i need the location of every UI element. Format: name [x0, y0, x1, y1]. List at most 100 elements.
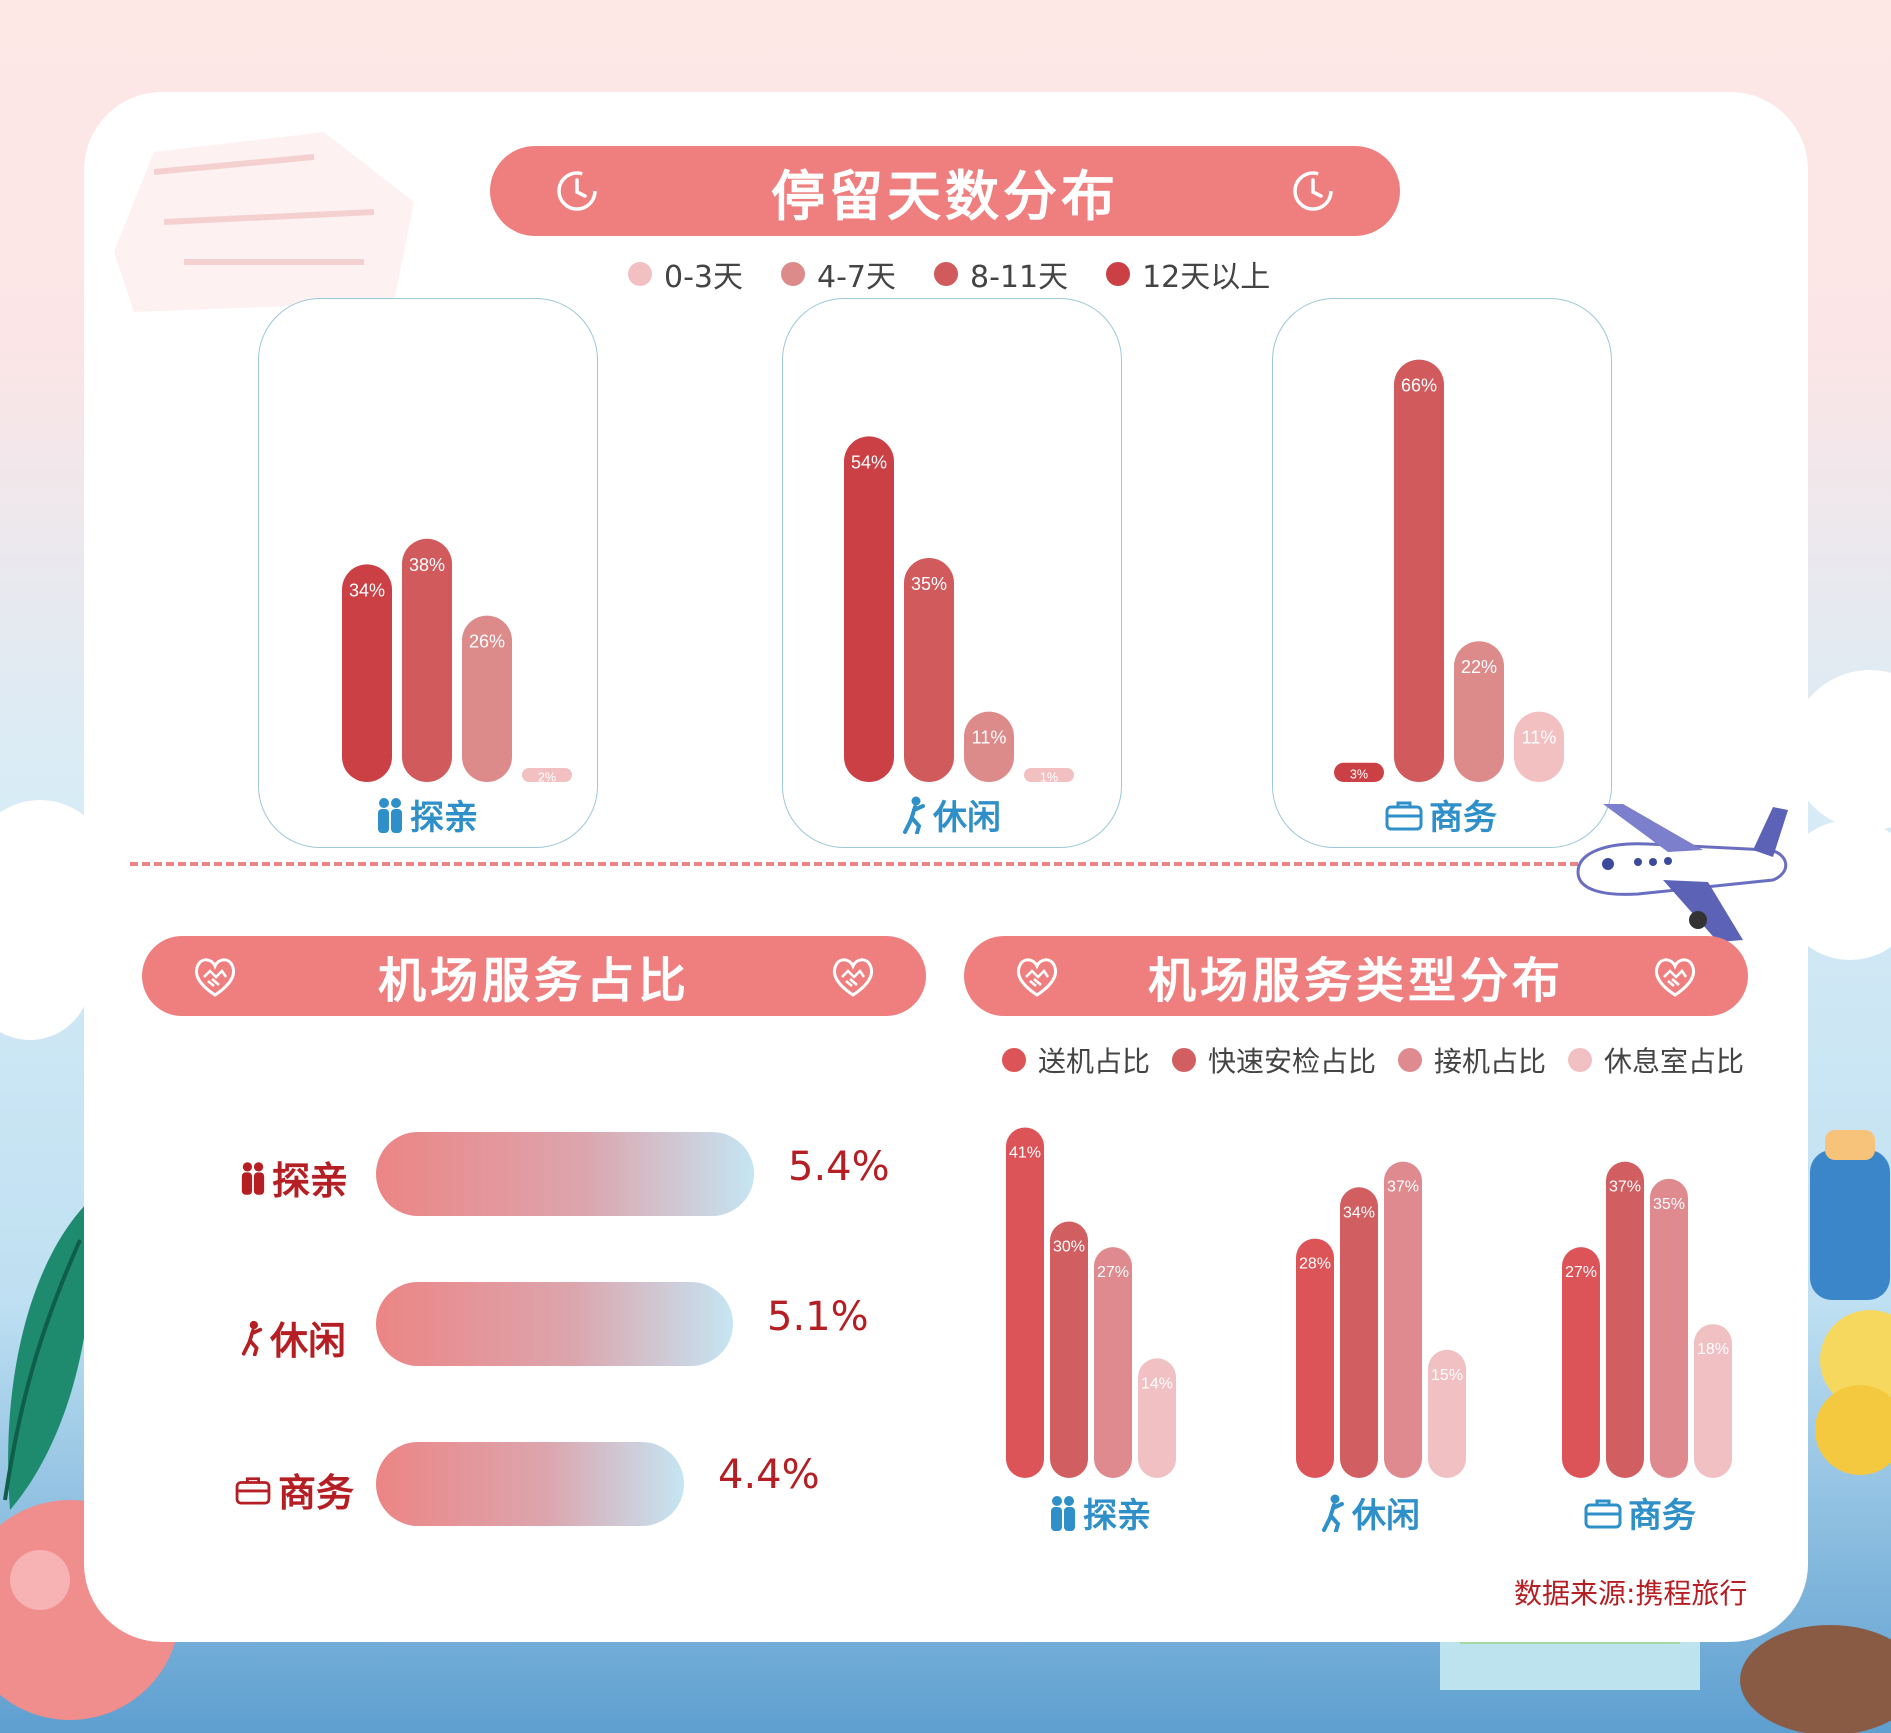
data-source: 数据来源:携程旅行 [1514, 1577, 1748, 1610]
legend-label: 送机占比 [1038, 1045, 1151, 1078]
legend-label: 0-3天 [664, 260, 743, 295]
data-label: 2% [538, 770, 556, 784]
legend-label: 4-7天 [817, 260, 896, 295]
bar-探亲-8-11天 [402, 538, 452, 782]
cloud-decoration-right [1790, 670, 1891, 960]
flower-decoration [1815, 1310, 1891, 1475]
handshake-icon [1654, 958, 1696, 997]
share-value-family: 5.4% [788, 1144, 890, 1190]
family-icon [241, 1161, 265, 1195]
service-share-banner: 机场服务占比 [142, 936, 926, 1016]
family-icon [1051, 1495, 1075, 1531]
category-label: 探亲 [272, 1159, 349, 1203]
data-label: 35% [911, 574, 947, 594]
bar-休闲-8-11天 [904, 558, 954, 782]
category-label: 休闲 [1352, 1496, 1420, 1536]
data-label: 30% [1053, 1239, 1085, 1256]
stay-category-business: 商务 [1272, 790, 1610, 839]
data-label: 37% [1609, 1179, 1641, 1196]
data-label: 34% [1343, 1204, 1375, 1221]
legend-item: 4-7天 [781, 252, 896, 296]
share-value-leisure: 5.1% [767, 1294, 869, 1340]
bar-休闲-快速安检占比 [1340, 1187, 1378, 1478]
bar-休闲-休息室占比 [1428, 1349, 1466, 1478]
leisure-icon [241, 1320, 263, 1356]
bar-探亲-快速安检占比 [1050, 1221, 1088, 1478]
bar-休闲-12天以上 [844, 436, 894, 782]
data-label: 28% [1299, 1256, 1331, 1273]
data-label: 66% [1401, 376, 1437, 396]
service-type-title: 机场服务类型分布 [1147, 953, 1564, 1009]
share-label-family: 探亲 [240, 1150, 348, 1205]
airplane-icon [1576, 804, 1788, 942]
train-watermark [114, 132, 414, 312]
bar-休闲-接机占比 [1384, 1161, 1422, 1478]
data-label: 37% [1387, 1179, 1419, 1196]
data-label: 35% [1653, 1196, 1685, 1213]
legend-label: 8-11天 [970, 260, 1069, 295]
service-type-legend: 送机占比 快速安检占比 接机占比 休息室占比 [1002, 1040, 1744, 1080]
legend-swatch [1568, 1048, 1593, 1072]
service-type-banner: 机场服务类型分布 [964, 936, 1748, 1016]
data-label: 38% [409, 555, 445, 575]
luggage-decoration [1810, 1130, 1890, 1300]
bar-商务-8-11天 [1394, 359, 1444, 782]
data-label: 14% [1141, 1375, 1173, 1392]
share-bar-family [376, 1132, 754, 1216]
data-label: 22% [1461, 657, 1497, 677]
data-label: 18% [1697, 1341, 1729, 1358]
legend-label: 12天以上 [1142, 260, 1271, 295]
legend-item: 8-11天 [934, 252, 1068, 296]
data-label: 27% [1565, 1264, 1597, 1281]
category-label: 探亲 [410, 798, 478, 838]
stay-category-leisure: 休闲 [782, 790, 1120, 839]
share-label-business: 商务 [234, 1462, 354, 1517]
share-label-leisure: 休闲 [240, 1310, 346, 1365]
stay-days-title: 停留天数分布 [771, 164, 1119, 228]
clock-icon [557, 171, 597, 211]
data-label: 26% [469, 632, 505, 652]
legend-swatch [1172, 1048, 1197, 1072]
legend-item: 12天以上 [1106, 252, 1270, 296]
handshake-icon [1016, 958, 1058, 997]
legend-swatch [781, 262, 805, 286]
briefcase-icon [1584, 1499, 1622, 1528]
leisure-icon [903, 796, 925, 834]
legend-item: 送机占比 [1002, 1040, 1150, 1080]
bar-探亲-4-7天 [462, 615, 512, 782]
stay-days-banner: 停留天数分布 [490, 146, 1400, 236]
stone-decoration [1740, 1625, 1891, 1733]
category-label: 休闲 [933, 798, 1001, 838]
legend-label: 接机占比 [1434, 1045, 1547, 1078]
service-share-title: 机场服务占比 [377, 953, 690, 1009]
bar-探亲-12天以上 [342, 564, 392, 782]
bar-探亲-休息室占比 [1138, 1358, 1176, 1478]
data-label: 27% [1097, 1264, 1129, 1281]
legend-swatch [1002, 1048, 1026, 1072]
bar-商务-快速安检占比 [1606, 1161, 1644, 1478]
data-label: 41% [1009, 1144, 1041, 1161]
bar-探亲-0-3天 [522, 768, 572, 782]
legend-label: 快速安检占比 [1208, 1045, 1377, 1078]
bar-商务-接机占比 [1650, 1178, 1688, 1478]
legend-item: 接机占比 [1398, 1040, 1546, 1080]
legend-item: 休息室占比 [1568, 1040, 1744, 1080]
data-label: 11% [1522, 728, 1557, 748]
stay-days-chart: 34% 38% 26% 2% 54% 35% 11% 1% 3% 66% 22% 11% [342, 359, 1564, 784]
data-label: 15% [1431, 1367, 1463, 1384]
bar-休闲-送机占比 [1296, 1238, 1334, 1478]
family-icon [378, 797, 402, 833]
category-label: 商务 [1429, 798, 1497, 838]
leisure-icon [1322, 1494, 1344, 1532]
bar-休闲-0-3天 [1024, 768, 1074, 782]
data-label: 54% [851, 452, 887, 472]
legend-swatch [1106, 262, 1131, 286]
legend-item: 0-3天 [628, 252, 743, 296]
category-label: 探亲 [1083, 1496, 1151, 1536]
legend-swatch [628, 262, 652, 286]
share-bar-leisure [376, 1282, 733, 1366]
bar-商务-休息室占比 [1694, 1324, 1732, 1478]
bar-休闲-4-7天 [964, 711, 1014, 782]
data-label: 11% [972, 728, 1007, 748]
type-category-leisure: 休闲 [1270, 1488, 1470, 1537]
